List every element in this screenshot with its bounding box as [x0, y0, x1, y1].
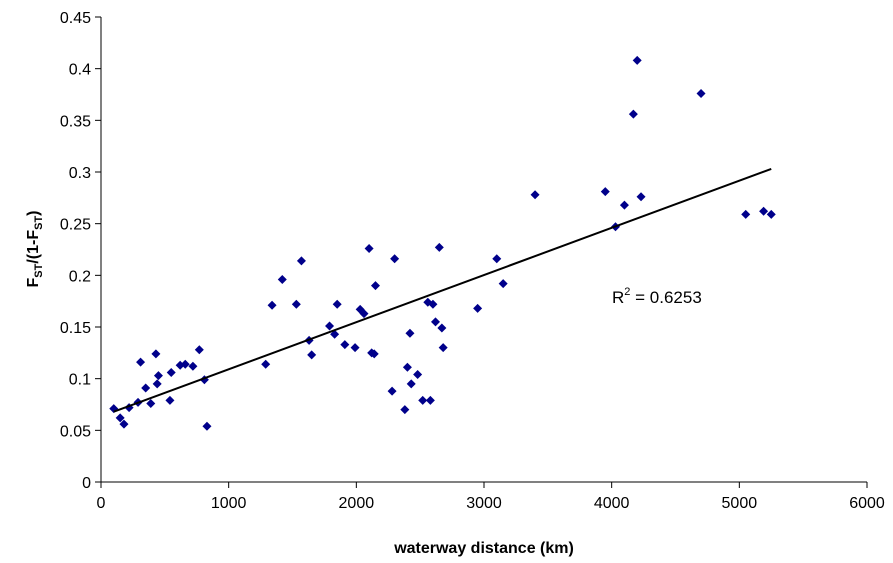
y-tick-label: 0.35: [60, 113, 91, 130]
data-point: [619, 200, 629, 210]
data-point: [413, 370, 423, 380]
x-tick-label: 6000: [849, 495, 885, 512]
data-point: [632, 55, 642, 65]
data-point: [741, 209, 751, 219]
data-point: [153, 371, 163, 381]
data-point: [498, 279, 508, 289]
y-axis-title-f1: F: [25, 278, 42, 288]
data-point: [364, 243, 374, 253]
data-point: [109, 404, 119, 414]
data-point: [325, 321, 335, 331]
data-point: [400, 405, 410, 415]
x-tick-label: 5000: [722, 495, 758, 512]
data-point: [530, 190, 540, 200]
data-point: [492, 254, 502, 264]
data-point: [387, 386, 397, 396]
data-point: [370, 281, 380, 291]
plot-area: 0 0.05 0.1 0.15 0.2 0.25 0.3 0.35 0.4 0.45 0 1000 2…: [60, 10, 885, 512]
data-point: [332, 299, 342, 309]
data-point: [359, 309, 369, 319]
data-point: [428, 299, 438, 309]
data-point: [136, 357, 146, 367]
data-point: [350, 343, 360, 353]
data-points: [109, 55, 776, 431]
y-ticks: 0 0.05 0.1 0.15 0.2 0.25 0.3 0.35 0.4 0.45: [60, 10, 101, 492]
trendline: [113, 167, 772, 413]
data-point: [759, 206, 769, 216]
data-point: [418, 395, 428, 405]
x-tick-label: 3000: [466, 495, 502, 512]
x-tick-label: 1000: [211, 495, 247, 512]
data-point: [202, 421, 212, 431]
annotation-sup: 2: [624, 286, 630, 298]
data-point: [406, 379, 416, 389]
y-axis-title-end: ): [25, 210, 42, 215]
data-point: [437, 323, 447, 333]
y-axis-title-sub2: ST: [33, 216, 45, 230]
x-tick-label: 0: [97, 495, 106, 512]
annotation-main: R: [612, 288, 624, 307]
x-tick-label: 2000: [339, 495, 375, 512]
y-tick-label: 0.4: [69, 62, 91, 79]
data-point: [766, 209, 776, 219]
data-point: [277, 274, 287, 284]
data-point: [165, 395, 175, 405]
data-point: [390, 254, 400, 264]
y-tick-label: 0.2: [69, 268, 91, 285]
data-point: [434, 242, 444, 252]
data-point: [628, 109, 638, 119]
data-point: [430, 317, 440, 327]
y-tick-label: 0.45: [60, 10, 91, 27]
data-point: [261, 359, 271, 369]
x-tick-label: 4000: [594, 495, 630, 512]
annotation-rest: = 0.6253: [630, 288, 701, 307]
data-point: [473, 303, 483, 313]
y-tick-label: 0.3: [69, 165, 91, 182]
y-tick-label: 0.05: [60, 423, 91, 440]
data-point: [194, 345, 204, 355]
data-point: [307, 350, 317, 360]
x-axis-title: waterway distance (km): [393, 540, 574, 557]
y-tick-label: 0.15: [60, 320, 91, 337]
y-tick-label: 0.25: [60, 217, 91, 234]
data-point: [188, 361, 198, 371]
data-point: [340, 340, 350, 350]
data-point: [402, 362, 412, 372]
data-point: [152, 379, 162, 389]
data-point: [696, 88, 706, 98]
data-point: [141, 383, 151, 393]
data-point: [369, 349, 379, 359]
data-point: [425, 395, 435, 405]
data-point: [291, 299, 301, 309]
data-point: [115, 413, 125, 423]
y-axis-title-sub1: ST: [33, 263, 45, 277]
y-tick-label: 0.1: [69, 372, 91, 389]
data-point: [166, 367, 176, 377]
y-tick-label: 0: [82, 475, 91, 492]
data-point: [180, 359, 190, 369]
data-point: [405, 328, 415, 338]
data-point: [438, 343, 448, 353]
data-point: [296, 256, 306, 266]
data-point: [636, 192, 646, 202]
x-ticks: 0 1000 2000 3000 4000 5000 6000: [97, 482, 885, 512]
y-axis-title-mid: /(1-F: [25, 230, 42, 264]
data-point: [267, 300, 277, 310]
data-point: [119, 419, 129, 429]
data-point: [600, 187, 610, 197]
y-axis-title: FST/(1-FST): [25, 210, 45, 287]
data-point: [146, 398, 156, 408]
data-point: [151, 349, 161, 359]
annotation: R2 = 0.6253: [612, 286, 702, 307]
